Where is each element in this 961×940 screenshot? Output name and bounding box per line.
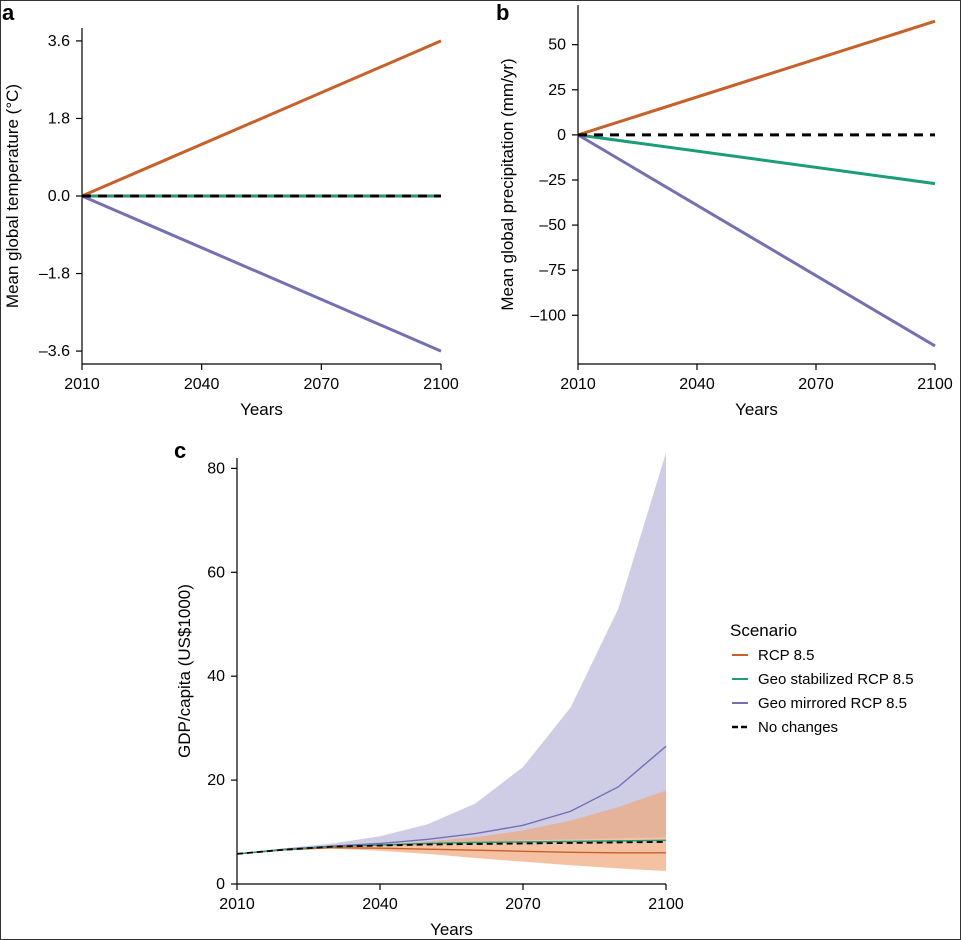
legend-label-no_changes: No changes xyxy=(758,719,838,736)
x-tick-label: 2040 xyxy=(362,896,398,913)
panel-letter-c: c xyxy=(174,438,186,463)
legend-title: Scenario xyxy=(730,621,797,640)
y-axis-title: GDP/capita (US$1000) xyxy=(175,584,194,758)
series-line-geo_mirrored xyxy=(577,133,936,348)
y-tick-label: –3.6 xyxy=(39,343,70,360)
legend-label-geo_mirrored: Geo mirrored RCP 8.5 xyxy=(758,695,907,712)
legend-label-rcp85: RCP 8.5 xyxy=(758,647,814,664)
y-tick-label: 0 xyxy=(557,127,566,144)
panel-letter-a: a xyxy=(2,0,15,25)
x-tick-label: 2040 xyxy=(184,376,220,393)
x-axis-title: Years xyxy=(240,400,283,419)
x-tick-label: 2010 xyxy=(64,376,100,393)
panel-b-precipitation-chart: 50 25 0 –25 –50 –75 –100 2010 2040 2070 2100 Years M… xyxy=(498,5,953,419)
y-tick-label: 3.6 xyxy=(48,33,70,50)
series-line-no_changes xyxy=(236,841,667,855)
y-axis-title: Mean global precipitation (mm/yr) xyxy=(498,58,517,310)
y-tick-label: 40 xyxy=(207,668,225,685)
x-tick-label: 2010 xyxy=(560,376,596,393)
y-axis-title: Mean global temperature (°C) xyxy=(3,84,22,308)
scenario-legend: Scenario RCP 8.5 Geo stabilized RCP 8.5 Geo… xyxy=(730,621,914,736)
x-tick-label: 2070 xyxy=(304,376,340,393)
band-geo_mirrored xyxy=(237,452,666,854)
series-line-rcp85 xyxy=(577,19,936,137)
x-tick-label: 2100 xyxy=(423,376,459,393)
x-tick-label: 2040 xyxy=(679,376,715,393)
x-axis-title: Years xyxy=(735,400,778,419)
y-tick-label: –50 xyxy=(539,217,566,234)
y-tick-label: –100 xyxy=(530,307,566,324)
y-tick-label: 0.0 xyxy=(48,188,70,205)
legend-label-geo_stabilized: Geo stabilized RCP 8.5 xyxy=(758,671,914,688)
band-rcp85 xyxy=(237,790,666,872)
y-tick-label: –1.8 xyxy=(39,266,70,283)
y-tick-label: 20 xyxy=(207,772,225,789)
y-tick-label: 0 xyxy=(216,876,225,893)
x-tick-label: 2100 xyxy=(648,896,684,913)
y-tick-label: 50 xyxy=(548,37,566,54)
y-tick-label: 80 xyxy=(207,460,225,477)
series-line-geo_mirrored xyxy=(81,194,442,353)
x-tick-label: 2070 xyxy=(505,896,541,913)
y-tick-label: 25 xyxy=(548,82,566,99)
panel-letter-b: b xyxy=(496,0,509,25)
x-tick-label: 2010 xyxy=(219,896,255,913)
panel-a-temperature-chart: 3.6 1.8 0.0 –1.8 –3.6 2010 2040 2070 2100 Years Me… xyxy=(3,28,459,419)
y-tick-label: –75 xyxy=(539,262,566,279)
x-axis-title: Years xyxy=(430,920,473,939)
y-tick-label: 1.8 xyxy=(48,110,70,127)
series-line-rcp85 xyxy=(81,39,442,198)
x-tick-label: 2070 xyxy=(798,376,834,393)
x-tick-label: 2100 xyxy=(917,376,953,393)
series-line-geo_stabilized xyxy=(577,133,936,186)
y-tick-label: 60 xyxy=(207,564,225,581)
y-tick-label: –25 xyxy=(539,172,566,189)
